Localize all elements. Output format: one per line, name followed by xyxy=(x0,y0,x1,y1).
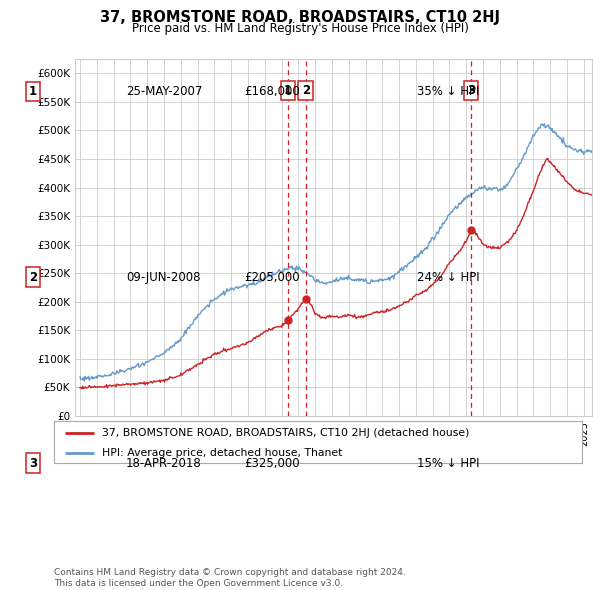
Text: 09-JUN-2008: 09-JUN-2008 xyxy=(126,271,200,284)
Text: 25-MAY-2007: 25-MAY-2007 xyxy=(126,85,202,98)
Text: 1: 1 xyxy=(29,85,37,98)
Text: 37, BROMSTONE ROAD, BROADSTAIRS, CT10 2HJ (detached house): 37, BROMSTONE ROAD, BROADSTAIRS, CT10 2H… xyxy=(101,428,469,438)
Text: 18-APR-2018: 18-APR-2018 xyxy=(126,457,202,470)
Text: This data is licensed under the Open Government Licence v3.0.: This data is licensed under the Open Gov… xyxy=(54,579,343,588)
Text: HPI: Average price, detached house, Thanet: HPI: Average price, detached house, Than… xyxy=(101,448,342,457)
Text: Contains HM Land Registry data © Crown copyright and database right 2024.: Contains HM Land Registry data © Crown c… xyxy=(54,568,406,576)
Text: 2: 2 xyxy=(29,271,37,284)
Text: £325,000: £325,000 xyxy=(244,457,300,470)
Text: 3: 3 xyxy=(467,84,475,97)
Text: 35% ↓ HPI: 35% ↓ HPI xyxy=(417,85,479,98)
Text: 3: 3 xyxy=(29,457,37,470)
Text: 2: 2 xyxy=(302,84,310,97)
Text: £205,000: £205,000 xyxy=(244,271,300,284)
Text: £168,000: £168,000 xyxy=(244,85,300,98)
Text: 1: 1 xyxy=(284,84,292,97)
Text: 15% ↓ HPI: 15% ↓ HPI xyxy=(417,457,479,470)
Text: Price paid vs. HM Land Registry's House Price Index (HPI): Price paid vs. HM Land Registry's House … xyxy=(131,22,469,35)
Text: 24% ↓ HPI: 24% ↓ HPI xyxy=(417,271,479,284)
Text: 37, BROMSTONE ROAD, BROADSTAIRS, CT10 2HJ: 37, BROMSTONE ROAD, BROADSTAIRS, CT10 2H… xyxy=(100,10,500,25)
